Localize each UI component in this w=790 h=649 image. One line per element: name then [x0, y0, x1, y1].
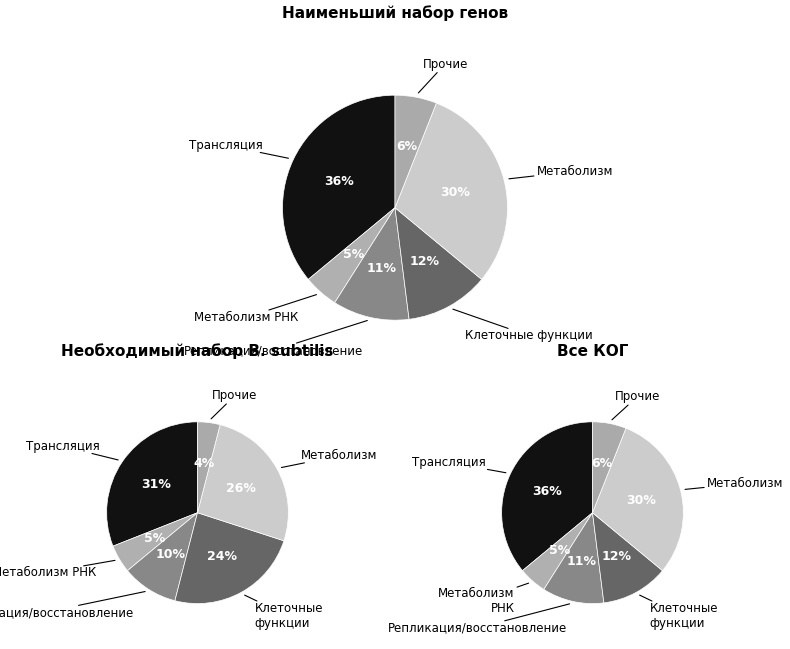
Wedge shape — [592, 513, 663, 603]
Text: 11%: 11% — [566, 555, 596, 568]
Text: Репликация/восстановление: Репликация/восстановление — [0, 591, 145, 619]
Text: 10%: 10% — [156, 548, 186, 561]
Wedge shape — [107, 422, 198, 546]
Text: Метаболизм РНК: Метаболизм РНК — [0, 560, 115, 580]
Wedge shape — [198, 422, 220, 513]
Text: Клеточные
функции: Клеточные функции — [245, 595, 323, 630]
Wedge shape — [522, 513, 592, 589]
Text: Трансляция: Трансляция — [26, 440, 118, 460]
Title: Наименьший набор генов: Наименьший набор генов — [282, 5, 508, 21]
Wedge shape — [127, 513, 198, 601]
Text: Метаболизм: Метаболизм — [509, 165, 613, 179]
Text: Трансляция: Трансляция — [412, 456, 506, 472]
Text: 5%: 5% — [144, 532, 165, 545]
Text: Клеточные функции: Клеточные функции — [453, 309, 593, 342]
Wedge shape — [175, 513, 284, 604]
Text: 12%: 12% — [410, 256, 440, 269]
Wedge shape — [395, 95, 436, 208]
Text: 11%: 11% — [367, 262, 397, 275]
Wedge shape — [335, 208, 409, 320]
Wedge shape — [592, 422, 626, 513]
Text: Репликация/восстановление: Репликация/восстановление — [387, 604, 570, 635]
Wedge shape — [592, 428, 683, 570]
Text: 36%: 36% — [532, 485, 562, 498]
Text: 4%: 4% — [193, 457, 214, 470]
Text: 30%: 30% — [626, 494, 656, 507]
Text: 5%: 5% — [549, 544, 570, 557]
Text: 6%: 6% — [396, 140, 417, 153]
Title: Необходимый набор B. subtilis: Необходимый набор B. subtilis — [62, 343, 333, 359]
Text: Трансляция: Трансляция — [189, 139, 288, 158]
Text: 31%: 31% — [141, 478, 171, 491]
Text: 36%: 36% — [324, 175, 354, 188]
Wedge shape — [113, 513, 198, 570]
Text: 12%: 12% — [601, 550, 631, 563]
Text: Метаболизм
РНК: Метаболизм РНК — [438, 583, 529, 615]
Title: Все КОГ: Все КОГ — [557, 343, 628, 359]
Text: 26%: 26% — [227, 482, 256, 495]
Text: 30%: 30% — [440, 186, 470, 199]
Text: Метаболизм РНК: Метаболизм РНК — [194, 295, 317, 324]
Text: Прочие: Прочие — [612, 390, 660, 420]
Text: Метаболизм: Метаболизм — [281, 449, 378, 467]
Text: Метаболизм: Метаболизм — [685, 477, 784, 490]
Wedge shape — [308, 208, 395, 302]
Wedge shape — [502, 422, 592, 570]
Wedge shape — [395, 103, 507, 279]
Text: Прочие: Прочие — [419, 58, 468, 93]
Wedge shape — [198, 424, 288, 541]
Text: 5%: 5% — [344, 247, 365, 261]
Text: Клеточные
функции: Клеточные функции — [640, 595, 718, 630]
Text: Прочие: Прочие — [211, 389, 258, 419]
Text: 6%: 6% — [591, 457, 612, 470]
Wedge shape — [283, 95, 395, 279]
Wedge shape — [395, 208, 482, 319]
Text: Репликация/восстановление: Репликация/восстановление — [184, 321, 367, 357]
Wedge shape — [544, 513, 604, 604]
Text: 24%: 24% — [206, 550, 236, 563]
